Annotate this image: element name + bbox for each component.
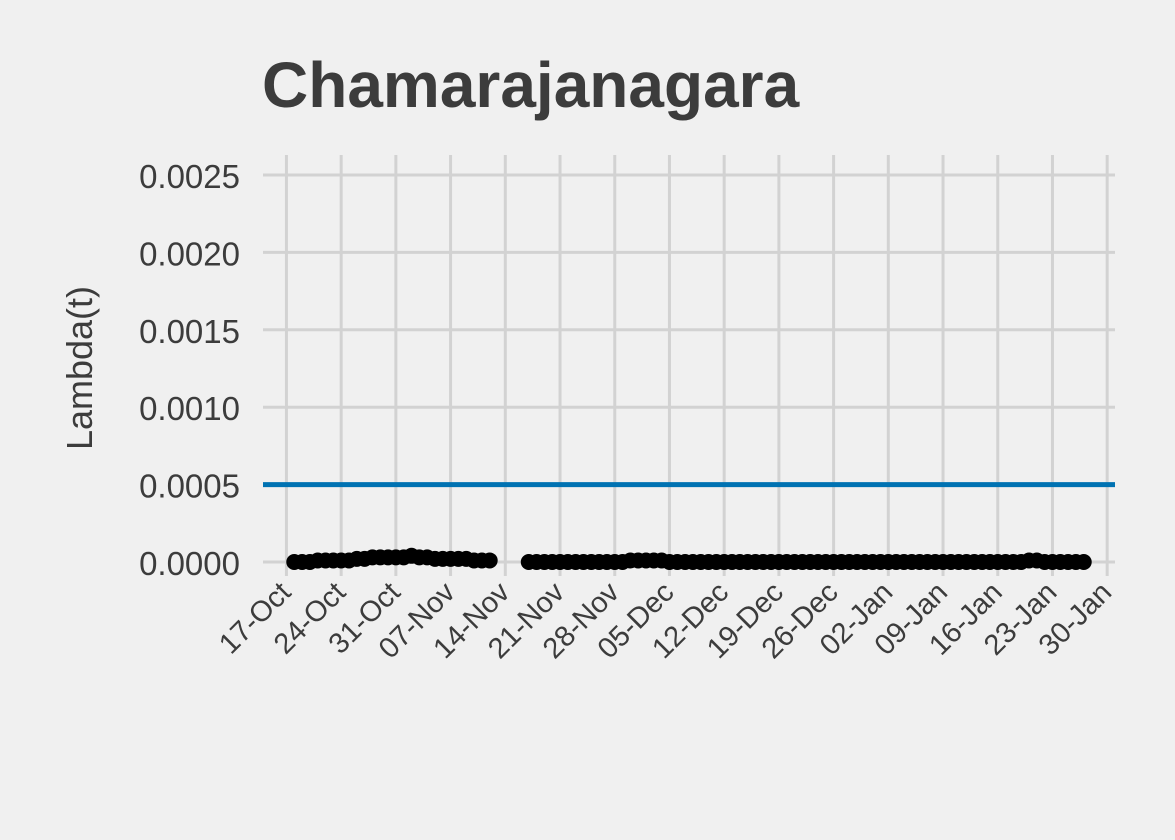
data-point — [1075, 554, 1092, 570]
data-point — [481, 552, 498, 569]
x-axis-ticks: 17-Oct24-Oct31-Oct07-Nov14-Nov21-Nov28-N… — [213, 576, 1118, 665]
y-axis-ticks: 0.0000 0.0005 0.0010 0.0015 0.0020 0.0025 — [139, 158, 240, 582]
y-tick-label: 0.0000 — [139, 545, 240, 582]
y-tick-label: 0.0020 — [139, 235, 240, 272]
y-tick-label: 0.0025 — [139, 158, 240, 195]
chart-title: Chamarajanagara — [262, 49, 800, 121]
grid — [263, 155, 1115, 576]
y-tick-label: 0.0010 — [139, 390, 240, 427]
series-layer — [286, 547, 1092, 570]
y-tick-label: 0.0005 — [139, 468, 240, 505]
y-tick-label: 0.0015 — [139, 313, 240, 350]
